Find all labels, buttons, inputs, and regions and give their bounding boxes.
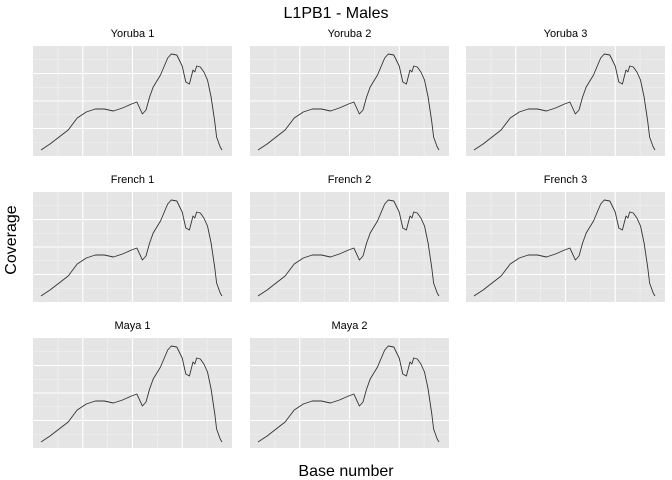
facet-strip-label: Yoruba 3: [544, 28, 588, 40]
facet-strip-label: Maya 1: [114, 320, 150, 332]
facet-strip-label: French 1: [111, 174, 154, 186]
facet-yoruba-3: Yoruba 3: [466, 28, 665, 156]
coverage-line: [257, 345, 440, 443]
coverage-line: [40, 345, 223, 443]
x-axis-label: Base number: [298, 463, 394, 480]
coverage-line: [257, 199, 440, 297]
coverage-line: [40, 199, 223, 297]
coverage-line: [40, 53, 223, 151]
coverage-line: [473, 53, 656, 151]
facet-strip-label: French 2: [328, 174, 371, 186]
facet-maya-1: Maya 1: [33, 320, 232, 448]
y-axis-label: Coverage: [3, 205, 20, 274]
facet-french-3: French 3: [466, 174, 665, 302]
facet-yoruba-1: Yoruba 1: [33, 28, 232, 156]
facet-french-2: French 2: [250, 174, 449, 302]
facet-strip-label: Maya 2: [331, 320, 367, 332]
facet-strip-label: Yoruba 2: [328, 28, 372, 40]
facet-strip-label: French 3: [544, 174, 587, 186]
facet-maya-2: Maya 2: [250, 320, 449, 448]
coverage-line: [473, 199, 656, 297]
chart-title: L1PB1 - Males: [284, 5, 389, 22]
facet-french-1: French 1: [33, 174, 232, 302]
facet-yoruba-2: Yoruba 2: [250, 28, 449, 156]
facet-panels: Yoruba 1 Yoruba 2 Yoruba 3 French 1 French 2…: [33, 28, 665, 448]
coverage-line: [257, 53, 440, 151]
facet-strip-label: Yoruba 1: [111, 28, 155, 40]
